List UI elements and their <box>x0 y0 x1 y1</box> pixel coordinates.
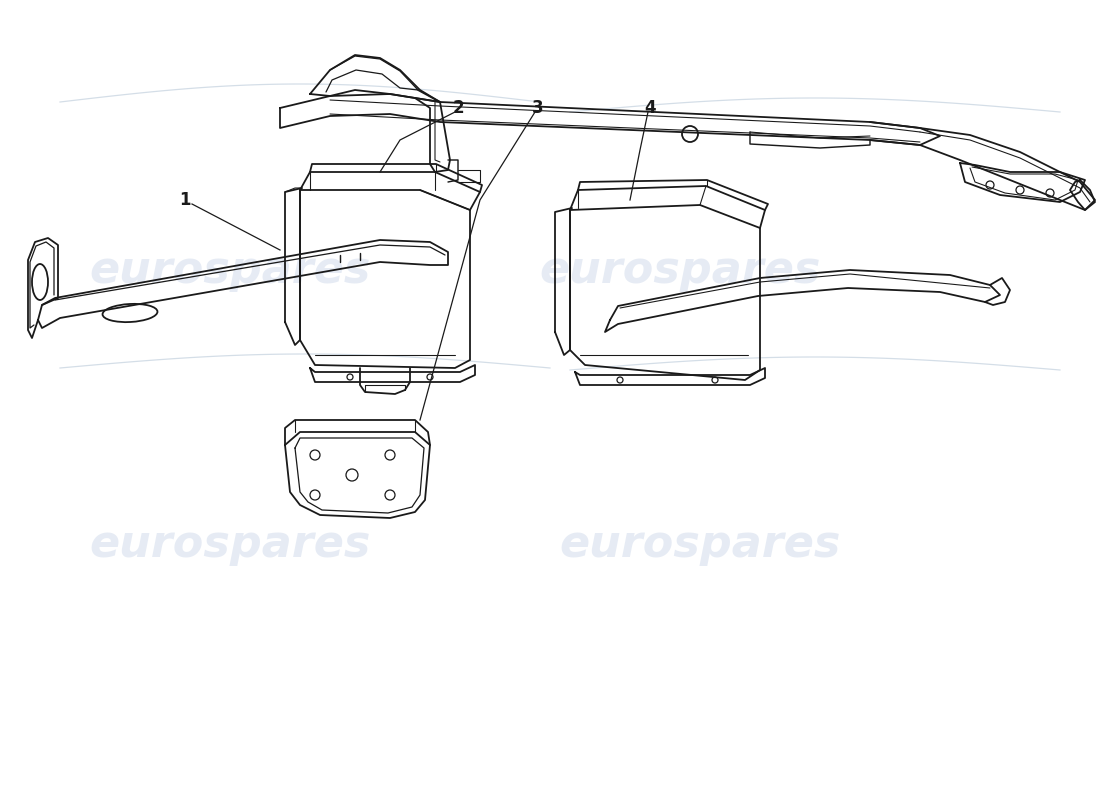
Text: eurospares: eurospares <box>539 249 821 291</box>
Text: eurospares: eurospares <box>89 249 371 291</box>
Text: eurospares: eurospares <box>559 523 840 566</box>
Text: 3: 3 <box>532 99 543 117</box>
Text: eurospares: eurospares <box>89 523 371 566</box>
Text: 4: 4 <box>645 99 656 117</box>
Text: 1: 1 <box>179 191 190 209</box>
Text: 2: 2 <box>452 99 464 117</box>
